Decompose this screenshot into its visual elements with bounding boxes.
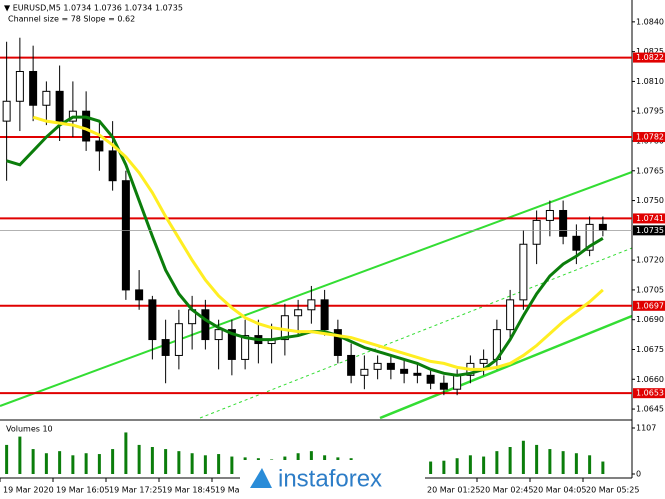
- level-label-box: [633, 388, 665, 399]
- y-tick-label: 1.0810: [636, 77, 664, 86]
- candle-body: [400, 368, 409, 374]
- level-label: 1.0741: [636, 214, 664, 223]
- moving-average: [6, 115, 604, 377]
- header: ▼ EURUSD,M5 1.0734 1.0736 1.0734 1.0735: [4, 4, 183, 13]
- candle-body: [413, 372, 422, 376]
- candle-body: [241, 335, 250, 360]
- candle-body: [453, 374, 462, 390]
- y-tick-label: 1.0750: [636, 196, 664, 205]
- candle-body: [373, 362, 382, 370]
- y-tick-label: 1.0765: [636, 166, 664, 175]
- y-tick-label: 1.0795: [636, 107, 664, 116]
- level-label: 1.0653: [636, 389, 664, 398]
- y-tick-label: 1.0660: [636, 375, 664, 384]
- x-tick-label: 19 Mar 2: [215, 486, 250, 495]
- x-tick-label: 20 Mar 01:25: [427, 486, 480, 495]
- candle-body: [572, 235, 581, 251]
- channel-mid-line: [199, 247, 633, 419]
- x-tick-label: 19 Mar 18:45: [162, 486, 215, 495]
- level-label-box: [633, 300, 665, 311]
- candle-body: [2, 100, 11, 122]
- channel: [0, 171, 633, 420]
- candle-body: [426, 374, 435, 384]
- volume-tick-label: 0: [636, 470, 641, 479]
- current-price-box: [633, 225, 665, 236]
- candle-body: [333, 329, 342, 356]
- x-tick-label: 20 Mar 02:45: [480, 486, 533, 495]
- y-tick-label: 1.0720: [636, 256, 664, 265]
- y-tick-label: 1.0690: [636, 315, 664, 324]
- candle-body: [559, 209, 568, 237]
- candle-body: [386, 362, 395, 370]
- level-label: 1.0782: [636, 133, 664, 142]
- candle-body: [42, 90, 51, 106]
- candle-body: [201, 309, 210, 341]
- candle-body: [135, 289, 144, 301]
- candle-body: [227, 329, 236, 360]
- watermark-icon: [250, 468, 272, 488]
- y-tick-label: 1.0645: [636, 405, 664, 414]
- x-tick-label: 19 Mar 16:05: [56, 486, 109, 495]
- candle-body: [347, 354, 356, 376]
- candle-body: [161, 339, 170, 356]
- candle-body: [307, 299, 316, 311]
- candle-body: [360, 368, 369, 376]
- candle-body: [519, 243, 528, 301]
- subheader: Channel size = 78 Slope = 0.62: [8, 15, 135, 24]
- channel-line: [0, 171, 633, 407]
- candle-body: [545, 209, 554, 221]
- y-tick-label: 1.0840: [636, 17, 664, 26]
- moving-average: [32, 115, 604, 371]
- x-tick-label: 20 Mar 04:05: [533, 486, 586, 495]
- candle-body: [320, 299, 329, 331]
- y-tick-label: 1.0825: [636, 47, 664, 56]
- watermark: instaforex: [278, 465, 382, 492]
- candle-body: [439, 382, 448, 390]
- candle-body: [55, 90, 64, 122]
- candle-body: [15, 70, 24, 102]
- y-tick-label: 1.0705: [636, 285, 664, 294]
- level-label-box: [633, 132, 665, 143]
- x-tick-label: 20 Mar 05:25: [586, 486, 639, 495]
- x-tick-label: 19 Mar 17:25: [109, 486, 162, 495]
- candle-body: [29, 70, 38, 106]
- candle-body: [82, 110, 91, 142]
- level-label: 1.0822: [636, 53, 664, 62]
- candle-body: [585, 223, 594, 251]
- current-price-label: 1.0735: [636, 226, 664, 235]
- candle-body: [95, 140, 104, 152]
- candle-body: [598, 223, 607, 231]
- candle-body: [121, 180, 130, 291]
- level-label-box: [633, 213, 665, 224]
- level-label: 1.0697: [636, 301, 664, 310]
- candle-body: [214, 329, 223, 341]
- candle-body: [108, 150, 117, 182]
- candle-body: [479, 358, 488, 364]
- candle-body: [532, 219, 541, 245]
- candle-body: [506, 299, 515, 331]
- x-tick-label: 19 Mar 2020: [3, 486, 54, 495]
- level-label-box: [633, 52, 665, 63]
- volume-tick-label: 1107: [636, 424, 656, 433]
- candle-body: [294, 309, 303, 317]
- channel-line: [379, 314, 633, 420]
- candle-body: [148, 299, 157, 341]
- y-tick-label: 1.0675: [636, 345, 664, 354]
- watermark-box: [240, 460, 425, 499]
- candle-body: [174, 323, 183, 356]
- volume-title: Volumes 10: [6, 425, 53, 434]
